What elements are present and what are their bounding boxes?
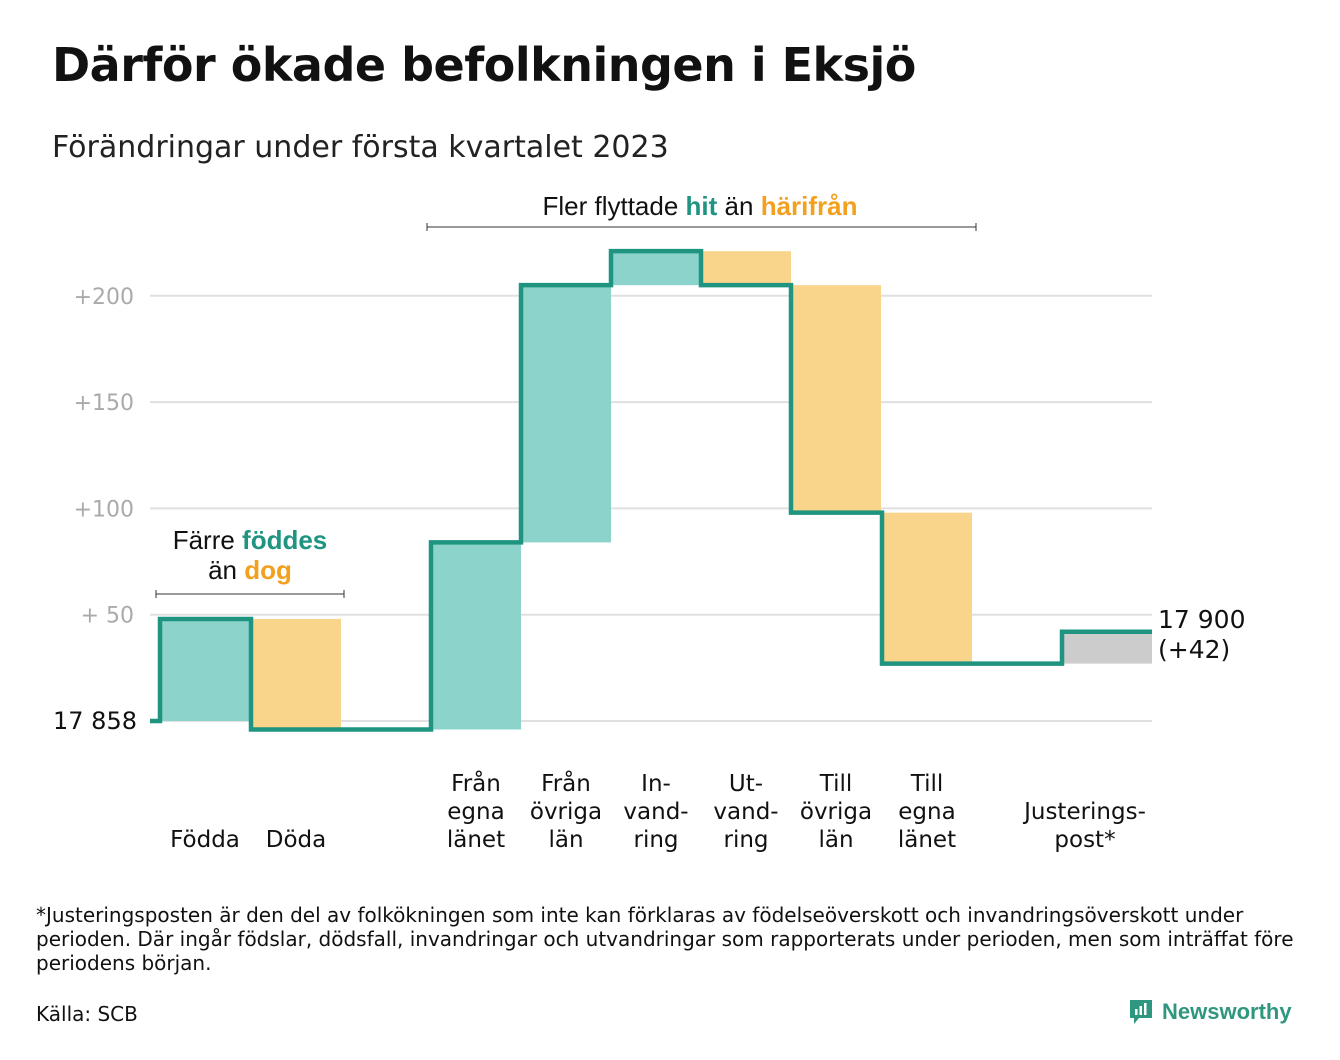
x-category-label-0-2: Födda [170, 827, 240, 853]
label-layer: Födda DödaFrånegnalänetFrånövrigalänIn-va… [170, 769, 1146, 853]
bar-4 [611, 251, 701, 286]
migration-annotation: Fler flyttade hit än härifrån [426, 191, 977, 231]
migration-annotation-hit: hit [686, 191, 718, 221]
bar-2 [431, 542, 521, 730]
births-annotation-highlight: föddes [242, 525, 327, 555]
x-category-label-6-2: län [818, 827, 853, 853]
footnote: *Justeringsposten är den del av folkökni… [36, 903, 1294, 975]
bar-0 [160, 618, 250, 721]
migration-annotation-prefix: Fler flyttade [542, 191, 685, 221]
x-category-label-2-2: länet [447, 827, 505, 853]
y-tick-label-1: + 50 [81, 604, 134, 629]
brand-logo: Newsworthy [1128, 998, 1292, 1026]
end-value-label: 17 900 [1158, 605, 1245, 634]
svg-text:Fler flyttade hit än härifrån: Fler flyttade hit än härifrån [542, 191, 857, 221]
births-annotation-prefix: Färre [173, 525, 242, 555]
x-category-label-7-2: länet [898, 827, 956, 853]
x-category-label-3-0: Från [541, 769, 591, 797]
svg-text:än dog: än dog [208, 555, 292, 585]
bar-3 [521, 285, 611, 543]
x-category-label-2-0: Från [451, 769, 501, 797]
end-change-label: (+42) [1158, 635, 1230, 664]
chart-subtitle: Förändringar under första kvartalet 2023 [52, 130, 669, 165]
x-category-label-6-1: övriga [800, 799, 872, 825]
bar-7 [882, 512, 972, 664]
births-annotation: Färre föddes än dog [155, 525, 345, 598]
waterfall-chart: + 50+100+150+200 Födda DödaFrånegnalänetF… [53, 191, 1245, 853]
x-category-label-4-2: ring [633, 827, 678, 853]
births-annotation-prefix-2: än [208, 555, 244, 585]
svg-text:Färre föddes: Färre föddes [173, 525, 328, 555]
x-category-label-3-1: övriga [530, 799, 602, 825]
x-category-label-5-2: ring [723, 827, 768, 853]
x-category-label-4-1: vand- [623, 799, 688, 825]
start-value-label: 17 858 [53, 707, 137, 735]
x-category-label-7-1: egna [898, 799, 955, 825]
x-category-label-6-0: Till [819, 771, 853, 797]
bar-6 [791, 285, 881, 513]
source-label: Källa: SCB [36, 1002, 138, 1026]
migration-annotation-middle: än [717, 191, 760, 221]
cumulative-step-line [150, 248, 1152, 732]
y-tick-label-2: +100 [74, 497, 134, 522]
bar-1 [251, 618, 341, 730]
newsworthy-logo-icon [1130, 1000, 1152, 1024]
x-category-label-3-2: län [548, 827, 583, 853]
chart-title: Därför ökade befolkningen i Eksjö [52, 38, 916, 92]
migration-annotation-harifran: härifrån [761, 191, 858, 221]
x-category-label-1-2: Döda [266, 827, 326, 853]
brand-name: Newsworthy [1162, 999, 1292, 1024]
y-tick-label-4: +200 [74, 285, 134, 310]
births-annotation-highlight-2: dog [244, 555, 292, 585]
bar-8 [1062, 631, 1152, 664]
bar-layer [160, 251, 1152, 730]
y-tick-label-3: +150 [74, 391, 134, 416]
x-category-label-8-2: post* [1054, 827, 1115, 853]
step-line-layer [150, 248, 1152, 732]
bar-5 [701, 251, 791, 286]
x-category-label-7-0: Till [910, 771, 944, 797]
x-category-label-4-0: In- [641, 771, 671, 797]
x-category-label-2-1: egna [447, 799, 504, 825]
x-category-label-8-1: Justerings- [1022, 799, 1146, 825]
x-category-label-5-1: vand- [713, 799, 778, 825]
x-category-label-5-0: Ut- [729, 771, 763, 797]
